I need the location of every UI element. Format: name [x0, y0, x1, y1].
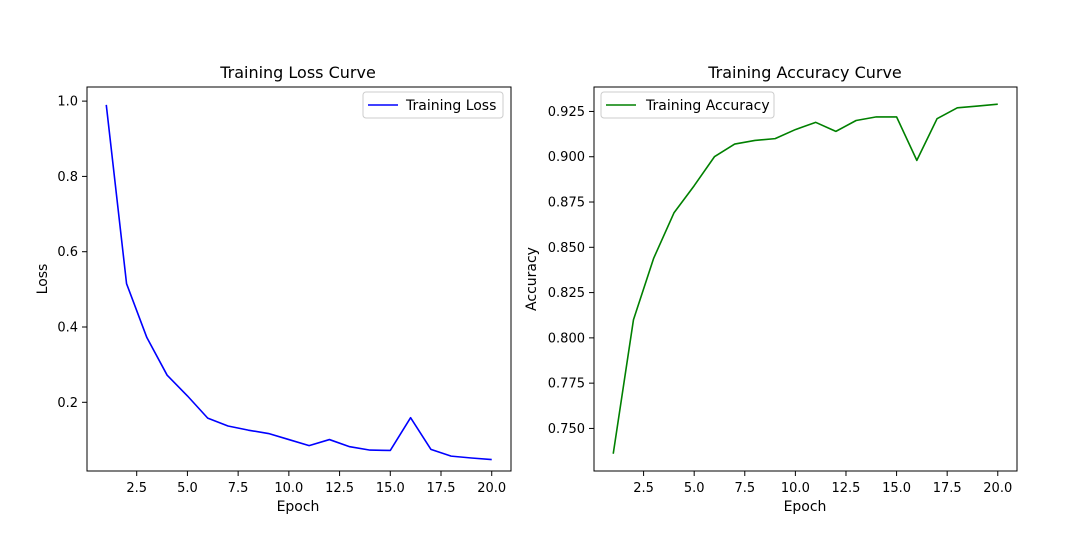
loss-xtick-label: 17.5: [427, 481, 456, 496]
loss-xtick-label: 12.5: [325, 481, 354, 496]
loss-chart-ticks: 2.5 5.0 7.5 10.0 12.5 15.0 17.5 20.0 0.2 0.4 0.6 0.…: [57, 95, 506, 496]
accuracy-xtick-label: 5.0: [684, 481, 705, 496]
accuracy-chart-title: Training Accuracy Curve: [707, 63, 902, 82]
accuracy-ytick-label: 0.875: [548, 196, 585, 211]
loss-xtick-label: 20.0: [477, 481, 506, 496]
accuracy-chart-legend: Training Accuracy: [600, 91, 775, 119]
accuracy-ytick-label: 0.800: [548, 331, 585, 346]
accuracy-xtick-label: 20.0: [983, 481, 1012, 496]
accuracy-xtick-label: 7.5: [734, 481, 755, 496]
loss-xtick-label: 5.0: [177, 481, 198, 496]
loss-chart-title: Training Loss Curve: [219, 63, 376, 82]
loss-xtick-label: 7.5: [228, 481, 249, 496]
accuracy-ytick-label: 0.825: [548, 286, 585, 301]
accuracy-xtick-label: 17.5: [933, 481, 962, 496]
accuracy-ytick-label: 0.850: [548, 241, 585, 256]
accuracy-legend-label: Training Accuracy: [645, 98, 770, 114]
accuracy-chart: Training Accuracy Curve 2.5 5.0 7.5 10.0 12.…: [524, 63, 1018, 515]
accuracy-chart-plot-area: [594, 87, 1017, 471]
loss-ytick-label: 1.0: [57, 95, 78, 110]
loss-chart-xlabel: Epoch: [277, 499, 320, 515]
loss-chart-legend: Training Loss: [362, 91, 504, 119]
accuracy-chart-xlabel: Epoch: [784, 499, 827, 515]
accuracy-series-line: [612, 103, 998, 454]
accuracy-ytick-label: 0.775: [548, 377, 585, 392]
loss-xtick-label: 15.0: [376, 481, 405, 496]
loss-ytick-label: 0.4: [57, 321, 78, 336]
loss-xtick-label: 10.0: [274, 481, 303, 496]
accuracy-legend-box: [600, 91, 775, 119]
loss-ytick-label: 0.2: [57, 396, 78, 411]
loss-xtick-label: 2.5: [126, 481, 147, 496]
loss-ytick-label: 0.8: [57, 170, 78, 185]
accuracy-xtick-label: 2.5: [633, 481, 654, 496]
loss-series-line: [105, 104, 492, 461]
accuracy-ytick-label: 0.750: [548, 422, 585, 437]
accuracy-ytick-label: 0.925: [548, 105, 585, 120]
loss-legend-label: Training Loss: [405, 98, 496, 114]
accuracy-ytick-label: 0.900: [548, 150, 585, 165]
loss-chart: Training Loss Curve 2.5 5.0 7.5 10.0 12.5 15.…: [35, 63, 512, 515]
accuracy-xtick-label: 12.5: [832, 481, 861, 496]
loss-chart-plot-area: [87, 87, 511, 471]
loss-chart-ylabel: Loss: [35, 264, 51, 295]
accuracy-chart-frame: [593, 86, 1018, 472]
loss-chart-frame: [86, 86, 512, 472]
accuracy-xtick-label: 10.0: [781, 481, 810, 496]
accuracy-chart-ticks: 2.5 5.0 7.5 10.0 12.5 15.0 17.5 20.0 0.750 0.775 0…: [548, 105, 1012, 496]
accuracy-xtick-label: 15.0: [882, 481, 911, 496]
accuracy-chart-ylabel: Accuracy: [524, 247, 540, 311]
loss-ytick-label: 0.6: [57, 245, 78, 260]
loss-legend-box: [362, 91, 504, 119]
